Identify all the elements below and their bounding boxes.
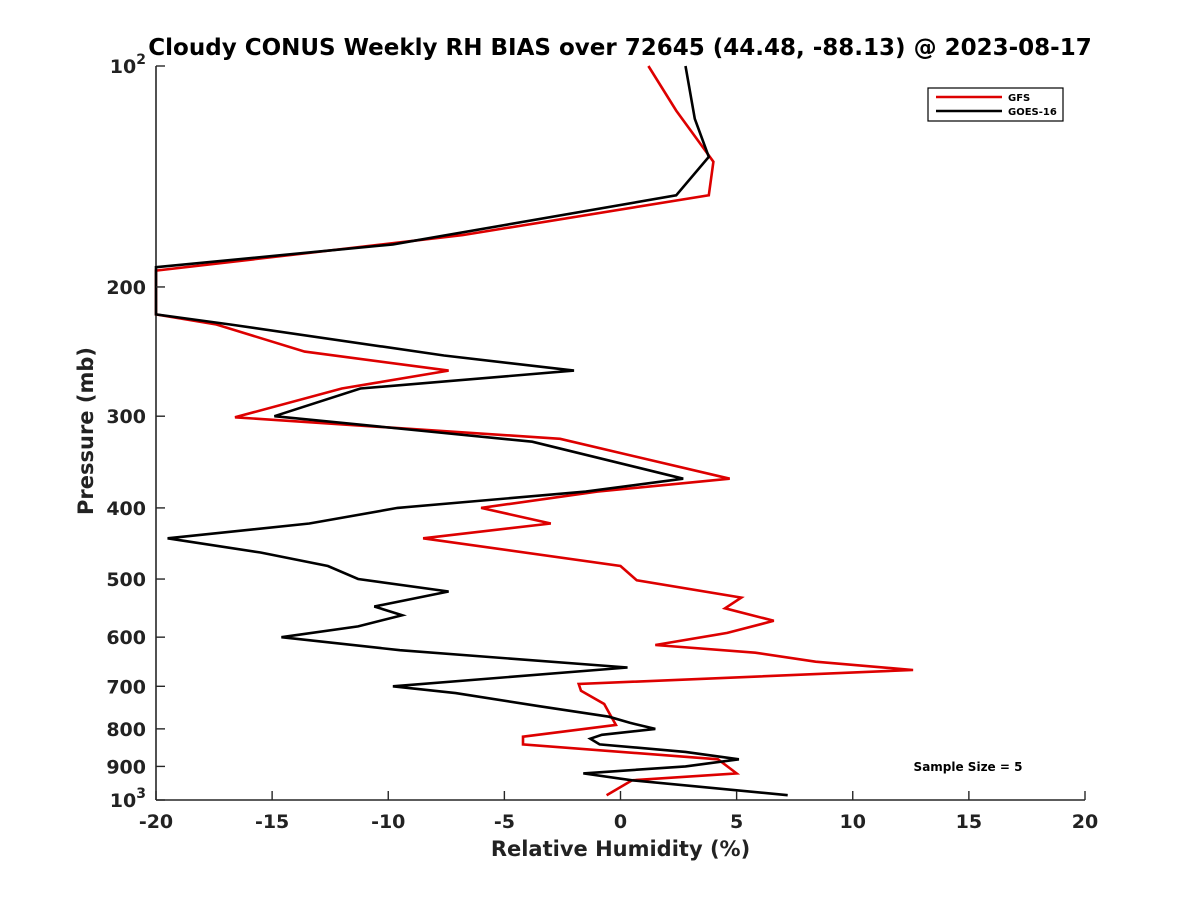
x-tick-label: -5: [494, 811, 515, 833]
x-tick-label: -20: [139, 811, 173, 833]
y-tick-label: 103: [110, 786, 146, 812]
x-axis-label: Relative Humidity (%): [491, 837, 750, 861]
x-tick-label: 20: [1072, 811, 1098, 833]
x-axis-ticks: -20 -15 -10 -5 0 5 10 15 20: [139, 791, 1098, 833]
sample-size-annotation: Sample Size = 5: [914, 760, 1023, 774]
y-tick-label: 900: [106, 756, 146, 778]
series-line-gfs: [154, 65, 914, 797]
legend-label: GFS: [1008, 93, 1030, 104]
y-tick-label: 400: [106, 498, 146, 520]
x-tick-label: -10: [371, 811, 405, 833]
y-axis-label: Pressure (mb): [74, 347, 98, 515]
y-tick-label: 500: [106, 569, 146, 591]
x-tick-label: -15: [255, 811, 289, 833]
plot-area: -20 -15 -10 -5 0 5 10 15 20 102 200 300 400 500 600 70…: [106, 52, 1098, 833]
y-axis-ticks: 102 200 300 400 500 600 700 800 900 103: [106, 52, 165, 812]
chart-title: Cloudy CONUS Weekly RH BIAS over 72645 (…: [148, 35, 1091, 61]
y-tick-label: 300: [106, 406, 146, 428]
x-tick-label: 15: [956, 811, 982, 833]
legend: GFS GOES-16: [927, 87, 1064, 122]
series-layer: [154, 65, 914, 797]
x-tick-label: 0: [614, 811, 627, 833]
y-tick-label: 700: [106, 676, 146, 698]
y-tick-label: 800: [106, 719, 146, 741]
y-tick-label: 200: [106, 277, 146, 299]
series-line-goes-16: [154, 65, 788, 797]
y-tick-label: 102: [110, 52, 146, 78]
x-tick-label: 5: [730, 811, 743, 833]
y-tick-label: 600: [106, 627, 146, 649]
x-tick-label: 10: [840, 811, 866, 833]
legend-box: [927, 87, 1064, 122]
legend-label: GOES-16: [1008, 107, 1057, 118]
